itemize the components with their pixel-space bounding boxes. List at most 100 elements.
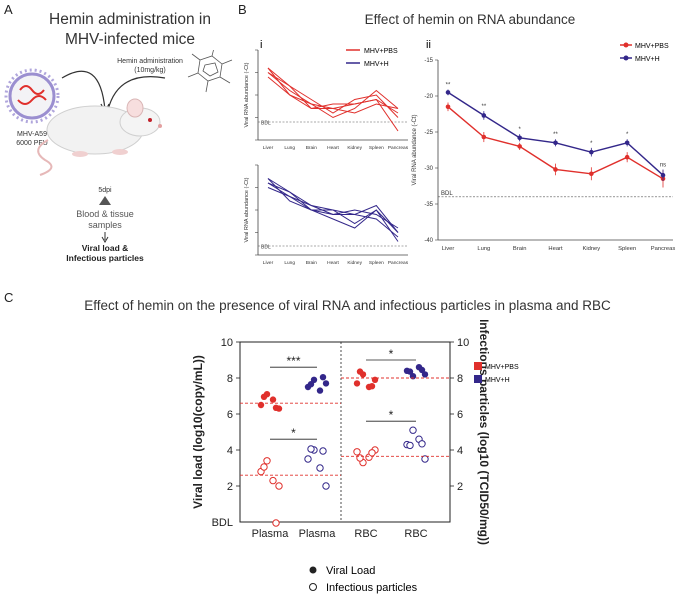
- panel-a-title: Hemin administration in MHV-infected mic…: [30, 10, 230, 50]
- x-tick-label: Liver: [442, 246, 455, 252]
- viral-load-point: [418, 366, 426, 374]
- panel-c-title: Effect of hemin on the presence of viral…: [84, 298, 611, 313]
- y-tick-label: -20: [424, 94, 433, 100]
- viral-load-point: [316, 387, 324, 394]
- data-point: [481, 134, 487, 140]
- admin-label-1: Hemin administration: [117, 58, 183, 65]
- significance-label: *: [389, 408, 394, 422]
- bdl-label: BDL: [261, 121, 271, 127]
- infectious-point: [260, 463, 268, 471]
- x-tick-label: Plasma: [299, 528, 337, 540]
- series-line-mouse5: [267, 67, 399, 114]
- legend-i-pbs: MHV+PBS: [364, 48, 398, 55]
- x-tick-label: Brain: [513, 246, 527, 252]
- data-point: [445, 104, 451, 110]
- infectious-point: [409, 426, 417, 434]
- significance-label: **: [553, 132, 558, 138]
- x-tick-label: Kidney: [347, 145, 362, 151]
- y-tick-label-left: 4: [227, 445, 233, 457]
- x-tick-label: Lung: [284, 260, 295, 266]
- panel-a-title-line1: Hemin administration in: [49, 11, 211, 28]
- series-line-mouse4: [267, 187, 399, 238]
- x-tick-label: RBC: [404, 528, 427, 540]
- legend-infectious-marker: [309, 583, 317, 591]
- x-tick-label: Liver: [263, 260, 274, 266]
- y-tick-label-left: 8: [227, 373, 233, 385]
- significance-label: *: [590, 141, 593, 147]
- x-tick-label: Brain: [306, 260, 318, 266]
- viral-load-point: [269, 396, 277, 403]
- panel-b-title: Effect of hemin on RNA abundance: [364, 12, 576, 27]
- series-line-mouse4: [267, 72, 399, 132]
- y-tick-label-right: 6: [457, 409, 463, 421]
- viral-load-point: [319, 374, 327, 381]
- infectious-point: [316, 464, 324, 472]
- y-axis-label-left: Viral load (log10(copy/mL)): [191, 355, 205, 509]
- bdl-label: BDL: [261, 245, 271, 251]
- infectious-point: [418, 440, 426, 448]
- admin-label-2: (10mg/kg): [134, 67, 166, 74]
- y-tick-label-right: 10: [457, 337, 469, 349]
- samples-label-2: samples: [88, 220, 122, 230]
- bdl-label: BDL: [212, 517, 233, 529]
- x-tick-label: Heart: [327, 260, 339, 266]
- chart-c: 2 2 4 4 6 6 8 8 10 10 BDL Viral load (log10(copy/mL…: [191, 320, 491, 545]
- x-tick-label: Spleen: [618, 246, 636, 252]
- data-point: [517, 144, 522, 149]
- infectious-point: [421, 455, 429, 463]
- legend-c-pbs: MHV+PBS: [485, 364, 519, 371]
- x-tick-label: Kidney: [582, 246, 600, 252]
- result-label-2: Infectious particles: [66, 253, 144, 263]
- data-point: [589, 171, 594, 177]
- x-tick-label: Pancreas: [651, 246, 676, 252]
- x-tick-label: Plasma: [252, 528, 290, 540]
- panel-a-letter: A: [4, 2, 13, 17]
- legend-c-h-swatch: [474, 375, 482, 383]
- infectious-point: [272, 519, 280, 527]
- legend-ii-h: MHV+H: [635, 56, 660, 63]
- x-tick-label: Kidney: [347, 260, 362, 266]
- infectious-point: [275, 482, 283, 490]
- significance-label: *: [626, 132, 629, 138]
- y-axis-label: Viral RNA abundance (-Ct): [412, 115, 418, 186]
- infectious-point: [307, 445, 315, 453]
- infectious-point: [269, 476, 277, 485]
- significance-label: **: [446, 83, 451, 89]
- y-tick-label-left: 6: [227, 409, 233, 421]
- x-tick-label: RBC: [354, 528, 377, 540]
- x-tick-label: Brain: [306, 145, 318, 151]
- y-tick-label: -25: [424, 130, 433, 136]
- data-point: [624, 154, 630, 160]
- y-tick-label: -40: [424, 238, 433, 244]
- x-tick-label: Spleen: [369, 260, 384, 266]
- data-point: [624, 140, 630, 146]
- y-tick-label: -35: [424, 202, 433, 208]
- legend-viral-load-marker: [309, 566, 317, 574]
- significance-label: *: [518, 127, 521, 133]
- significance-label: ***: [286, 354, 300, 368]
- y-axis-label: Viral RNA abundance (-Ct): [244, 177, 250, 242]
- viral-load-point: [307, 381, 315, 388]
- x-tick-label: Lung: [284, 145, 295, 151]
- legend-c-pbs-swatch: [474, 362, 482, 370]
- panel-a-title-line2: MHV-infected mice: [64, 31, 196, 48]
- viral-load-point: [368, 383, 376, 390]
- viral-load-point: [356, 368, 364, 375]
- infectious-point: [304, 455, 312, 463]
- series-line-mouse3: [267, 178, 399, 242]
- infectious-point: [406, 441, 414, 450]
- significance-label: *: [291, 426, 296, 440]
- mouse-icon: [37, 98, 162, 176]
- x-tick-label: Liver: [263, 145, 274, 151]
- significance-label: **: [481, 104, 486, 110]
- data-point: [589, 149, 594, 155]
- series-line-mouse1: [267, 178, 399, 233]
- y-tick-label-left: 2: [227, 481, 233, 493]
- y-tick-label-right: 8: [457, 373, 463, 385]
- legend-viral-load: Viral Load: [326, 565, 375, 577]
- y-tick-label-left: 10: [221, 337, 233, 349]
- up-arrow-icon: [99, 196, 111, 205]
- result-label-1: Viral load &: [82, 243, 129, 253]
- panel-b-charts: i ii MHV+PBS MHV+H MHV+PBS MHV+H BDL Live…: [244, 39, 675, 266]
